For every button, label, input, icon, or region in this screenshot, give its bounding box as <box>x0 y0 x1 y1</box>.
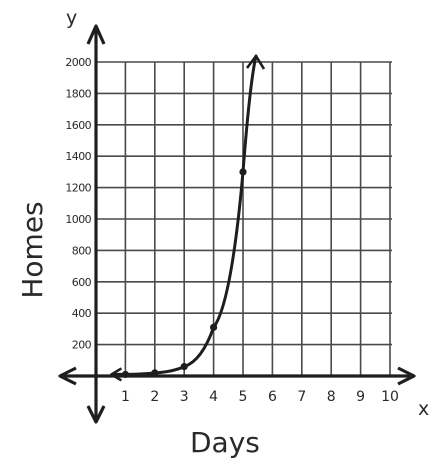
x-tick-label: 6 <box>268 389 277 405</box>
y-tick-label: 800 <box>72 244 92 257</box>
y-axis-letter: y <box>66 7 77 29</box>
x-axis-arrow-left <box>58 366 77 386</box>
data-point <box>121 370 129 379</box>
x-tick-label: 10 <box>381 389 399 405</box>
series-arrow-up <box>245 54 266 70</box>
y-tick-label: 400 <box>72 307 92 320</box>
y-tick-label: 2000 <box>65 56 91 69</box>
tick-labels: 200 400 600 800 1000 1200 1400 1600 1800 2000 1 2 3 4… <box>65 56 399 405</box>
x-tick-label: 1 <box>121 389 130 405</box>
x-axis-letter: x <box>418 398 429 420</box>
series-layer <box>110 54 266 382</box>
x-tick-label: 4 <box>209 389 218 405</box>
y-axis-arrow-up <box>86 24 106 45</box>
y-tick-label: 600 <box>72 276 92 289</box>
x-tick-label: 5 <box>239 389 248 405</box>
x-tick-label: 2 <box>150 389 159 405</box>
data-point <box>239 168 247 176</box>
axes <box>58 24 416 424</box>
y-tick-label: 1000 <box>65 213 91 226</box>
data-point <box>180 362 188 371</box>
x-axis-arrow-right <box>397 366 416 386</box>
y-tick-label: 1600 <box>65 119 91 132</box>
data-point <box>151 369 159 377</box>
x-tick-label: 7 <box>297 389 306 405</box>
x-tick-label: 9 <box>356 389 365 405</box>
y-tick-label: 1800 <box>65 87 91 100</box>
y-tick-label: 1400 <box>65 150 91 163</box>
x-tick-label: 8 <box>327 389 336 405</box>
x-tick-label: 3 <box>180 389 189 405</box>
y-tick-label: 200 <box>72 339 92 352</box>
y-axis-title: Homes <box>16 201 49 298</box>
grid <box>95 61 392 377</box>
y-axis-arrow-down <box>86 405 106 424</box>
data-point <box>210 323 218 331</box>
series-arrow-left <box>110 367 123 382</box>
x-axis-title: Days <box>190 426 260 459</box>
y-tick-label: 1200 <box>65 182 91 195</box>
